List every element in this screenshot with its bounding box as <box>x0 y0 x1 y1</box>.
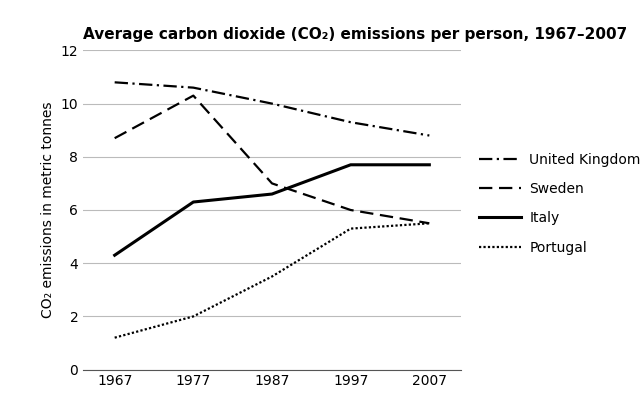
Italy <box>111 253 118 258</box>
Legend: United Kingdom, Sweden, Italy, Portugal: United Kingdom, Sweden, Italy, Portugal <box>476 149 640 259</box>
Italy <box>268 192 276 197</box>
Sweden <box>426 221 433 226</box>
Sweden <box>347 207 355 213</box>
United Kingdom <box>268 101 276 106</box>
United Kingdom <box>189 85 197 90</box>
Italy <box>347 162 355 167</box>
Line: Portugal: Portugal <box>115 223 429 338</box>
Line: Italy: Italy <box>115 165 429 255</box>
Portugal <box>189 314 197 319</box>
Line: Sweden: Sweden <box>115 96 429 223</box>
Italy <box>426 162 433 167</box>
Portugal <box>347 226 355 231</box>
Y-axis label: CO₂ emissions in metric tonnes: CO₂ emissions in metric tonnes <box>41 102 55 318</box>
Italy <box>189 200 197 205</box>
United Kingdom <box>426 133 433 138</box>
Portugal <box>268 274 276 279</box>
Sweden <box>111 136 118 141</box>
Line: United Kingdom: United Kingdom <box>115 82 429 136</box>
Sweden <box>189 93 197 98</box>
Sweden <box>268 181 276 186</box>
United Kingdom <box>347 120 355 125</box>
United Kingdom <box>111 80 118 85</box>
Portugal <box>111 335 118 340</box>
Text: Average carbon dioxide (CO₂) emissions per person, 1967–2007: Average carbon dioxide (CO₂) emissions p… <box>83 27 627 42</box>
Portugal <box>426 221 433 226</box>
